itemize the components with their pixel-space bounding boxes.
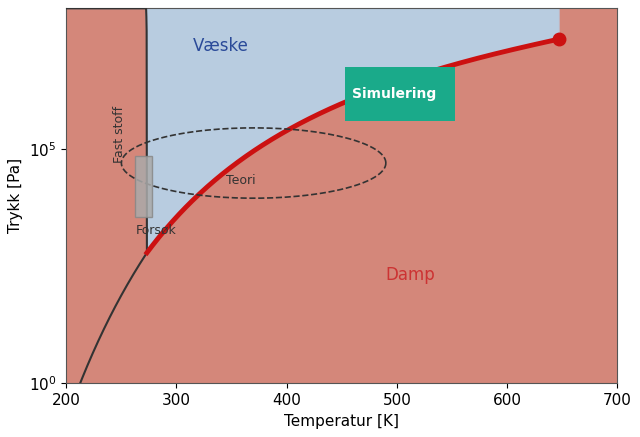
Text: Fast stoff: Fast stoff [113, 106, 125, 163]
Y-axis label: Trykk [Pa]: Trykk [Pa] [8, 158, 23, 233]
Text: Simulering: Simulering [352, 87, 436, 101]
Polygon shape [67, 8, 559, 253]
Bar [345, 67, 455, 121]
Bar [134, 156, 152, 217]
X-axis label: Temperatur [K]: Temperatur [K] [284, 414, 399, 429]
Text: Teori: Teori [226, 174, 256, 187]
Text: Forsøk: Forsøk [136, 223, 177, 236]
Text: Væske: Væske [193, 37, 249, 55]
Text: Damp: Damp [386, 266, 436, 284]
